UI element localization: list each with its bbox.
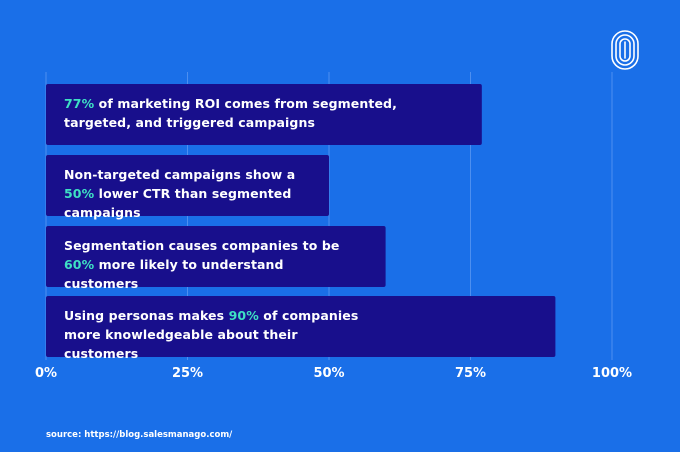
bar-label-text: Segmentation causes companies to be xyxy=(64,238,340,253)
bar-label-text: more likely to understand customers xyxy=(64,257,284,291)
x-tick-label: 75% xyxy=(454,366,487,381)
bar-value-highlight: 90% xyxy=(228,308,259,323)
bar-label-text: Using personas makes xyxy=(64,308,229,323)
x-tick-label: 100% xyxy=(591,366,633,381)
bar-2 xyxy=(46,155,329,216)
bar-label-text: of marketing ROI comes from segmented, t… xyxy=(64,96,397,130)
source-note: source: https://blog.salesmanago.com/ xyxy=(46,430,233,440)
bar-label-1: 77% of marketing ROI comes from segmente… xyxy=(64,94,444,132)
bar-3 xyxy=(46,226,386,287)
x-tick-label: 0% xyxy=(34,366,58,381)
x-tick-label: 25% xyxy=(171,366,204,381)
bar-value-highlight: 60% xyxy=(64,257,95,272)
fingerprint-icon xyxy=(608,28,642,76)
x-tick-label: 50% xyxy=(313,366,345,381)
bar-label-text: lower CTR than segmented campaigns xyxy=(64,186,292,220)
bar-1 xyxy=(46,84,482,145)
bar-4 xyxy=(46,296,556,357)
bar-value-highlight: 50% xyxy=(64,186,95,201)
bar-value-highlight: 77% xyxy=(64,96,95,111)
bar-label-4: Using personas makes 90% of companies mo… xyxy=(64,306,364,363)
bar-label-text: of companies more knowledgeable about th… xyxy=(64,308,359,361)
bar-label-2: Non-targeted campaigns show a 50% lower … xyxy=(64,165,324,222)
bar-label-3: Segmentation causes companies to be 60% … xyxy=(64,236,354,293)
bar-label-text: Non-targeted campaigns show a xyxy=(64,167,296,182)
